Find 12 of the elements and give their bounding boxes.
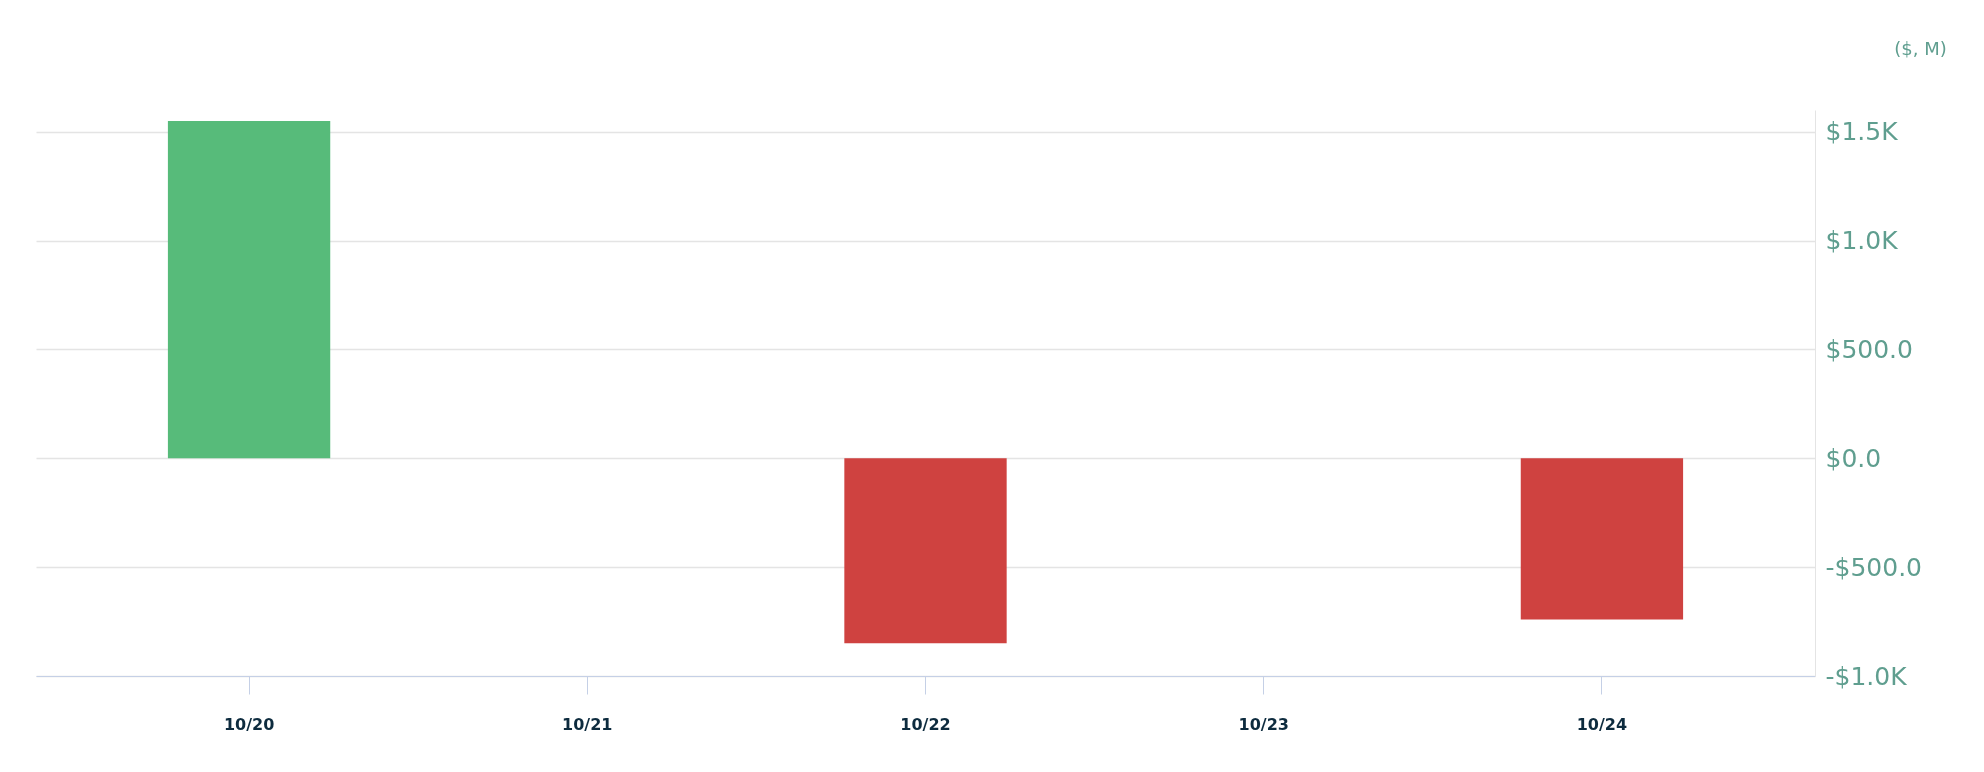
x-tick-label: 10/21 bbox=[562, 714, 613, 734]
x-tick-label: 10/23 bbox=[1238, 714, 1289, 734]
x-tick-label: 10/20 bbox=[223, 714, 275, 734]
x-tick-label: 10/24 bbox=[1576, 714, 1628, 734]
y-tick-label: $500.0 bbox=[1825, 334, 1913, 364]
x-tick-label: 10/22 bbox=[900, 714, 951, 734]
y-tick-label: -$500.0 bbox=[1825, 552, 1922, 582]
y-tick-label: -$1.0K bbox=[1825, 661, 1908, 691]
y-tick-label: $1.0K bbox=[1825, 226, 1899, 256]
y-tick-label: $0.0 bbox=[1825, 443, 1882, 473]
y-tick-label: $1.5K bbox=[1825, 117, 1899, 147]
y-axis-title: ($, M) bbox=[1894, 37, 1947, 59]
